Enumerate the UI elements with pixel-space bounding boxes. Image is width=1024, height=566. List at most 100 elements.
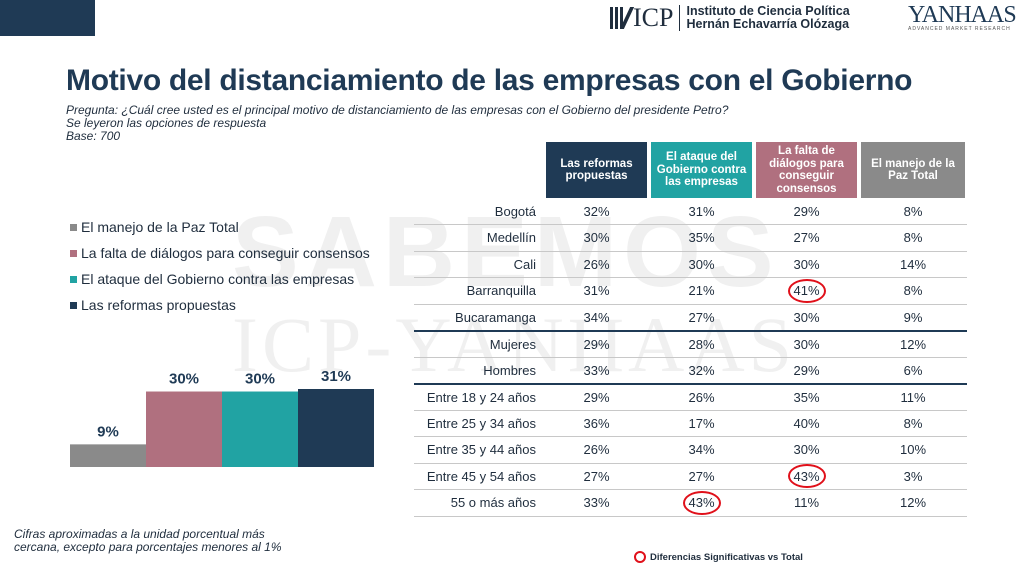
table-cell: 26%	[649, 382, 754, 411]
cell-value: 27%	[688, 468, 715, 484]
footnote-line1: Cifras aproximadas a la unidad porcentua…	[14, 527, 265, 541]
cell-value: 31%	[688, 203, 715, 219]
yanhaas-logo-text: YANHAAS	[908, 2, 1017, 28]
cell-value: 34%	[583, 309, 610, 325]
table-row: Cali 26% 30% 30% 14%	[414, 251, 967, 278]
significance-circle	[787, 278, 826, 303]
table-row: Barranquilla 31% 21% 41% 8%	[414, 277, 967, 305]
table-cell: 6%	[859, 357, 967, 384]
corner-block	[0, 0, 95, 36]
table-row: Mujeres 29% 28% 30% 12%	[414, 329, 967, 358]
table-header-row: Las reformas propuestas El ataque del Gob…	[414, 142, 969, 198]
significance-circle	[787, 464, 826, 489]
table-cell: 27%	[649, 304, 754, 331]
table-cell: 27%	[544, 463, 649, 490]
row-label: Mujeres	[414, 329, 544, 358]
legend-swatch	[70, 223, 77, 231]
legend-item: El ataque del Gobierno contra las empres…	[70, 266, 370, 292]
table-cell: 26%	[544, 436, 649, 464]
column-header: Las reformas propuestas	[542, 142, 651, 198]
cell-value: 11%	[793, 495, 820, 511]
cell-value: 8%	[903, 283, 923, 299]
significance-legend-text: Diferencias Significativas vs Total	[650, 551, 803, 563]
icp-bars-icon	[610, 7, 635, 29]
institute-name: Instituto de Ciencia Política Hernán Ech…	[686, 5, 849, 31]
legend-swatch	[70, 249, 77, 257]
chart-legend: El manejo de la Paz Total La falta de diá…	[70, 214, 370, 318]
legend-label: Las reformas propuestas	[81, 297, 236, 313]
legend-item: El manejo de la Paz Total	[70, 214, 370, 240]
table-cell: 21%	[649, 277, 754, 305]
cell-value: 35%	[688, 230, 715, 246]
cell-value: 32%	[583, 203, 610, 219]
cell-value: 30%	[793, 256, 820, 272]
column-header: La falta de diálogos para conseguir cons…	[752, 142, 861, 198]
cell-value: 14%	[899, 256, 927, 272]
cell-value: 6%	[903, 362, 923, 378]
table-cell: 41%	[754, 277, 859, 305]
table-cell: 12%	[859, 329, 967, 358]
crosstab-table: Las reformas propuestas El ataque del Gob…	[414, 142, 969, 517]
table-cell: 11%	[859, 382, 967, 411]
cell-value: 8%	[903, 203, 923, 219]
table-row: Entre 18 y 24 años 29% 26% 35% 11%	[414, 382, 967, 411]
question-block: Pregunta: ¿Cuál cree usted es el princip…	[66, 104, 728, 143]
cell-value: 32%	[688, 362, 715, 378]
cell-value: 11%	[900, 389, 926, 405]
cell-value: 29%	[793, 203, 820, 219]
table-cell: 29%	[754, 198, 859, 225]
cell-value: 30%	[793, 309, 820, 325]
column-header: El manejo de la Paz Total	[857, 142, 969, 198]
cell-value: 26%	[583, 442, 610, 458]
table-cell: 34%	[544, 304, 649, 331]
table-row: 55 o más años 33% 43% 11% 12%	[414, 489, 967, 517]
row-label: Cali	[414, 251, 544, 278]
cell-value: 29%	[793, 362, 820, 378]
bar-value-label: 30%	[245, 371, 275, 388]
table-cell: 29%	[544, 329, 649, 358]
table-cell: 3%	[859, 463, 967, 490]
table-cell: 30%	[649, 251, 754, 278]
significance-legend: Diferencias Significativas vs Total	[634, 551, 803, 563]
legend-item: La falta de diálogos para conseguir cons…	[70, 240, 370, 266]
table-row: Entre 25 y 34 años 36% 17% 40% 8%	[414, 410, 967, 437]
table-cell: 33%	[544, 489, 649, 517]
row-label: Bogotá	[414, 198, 544, 225]
table-cell: 9%	[859, 304, 967, 331]
circle-icon	[634, 551, 646, 563]
table-cell: 8%	[859, 198, 967, 225]
institute-line2: Hernán Echavarría Olózaga	[686, 17, 850, 31]
table-cell: 35%	[649, 224, 754, 252]
cell-value: 33%	[583, 362, 610, 378]
table-cell: 8%	[859, 277, 967, 305]
yanhaas-logo: YANHAAS ADVANCED MARKET RESEARCH	[908, 2, 1024, 36]
table-cell: 30%	[754, 436, 859, 464]
table-cell: 43%	[754, 463, 859, 490]
table-cell: 33%	[544, 357, 649, 384]
bar	[70, 444, 146, 467]
page-title: Motivo del distanciamiento de las empres…	[66, 64, 913, 97]
cell-value: 26%	[583, 256, 610, 272]
row-label: Medellín	[414, 224, 544, 252]
table-cell: 31%	[544, 277, 649, 305]
cell-value: 40%	[793, 415, 820, 431]
legend-label: El manejo de la Paz Total	[81, 219, 239, 235]
cell-value: 36%	[583, 415, 610, 431]
cell-value: 12%	[899, 336, 927, 352]
table-row: Hombres 33% 32% 29% 6%	[414, 357, 967, 384]
table-cell: 43%	[649, 489, 754, 517]
table-row: Medellín 30% 35% 27% 8%	[414, 224, 967, 252]
table-cell: 27%	[754, 224, 859, 252]
legend-label: El ataque del Gobierno contra las empres…	[81, 271, 355, 287]
cell-value: 21%	[688, 283, 715, 299]
table-cell: 17%	[649, 410, 754, 437]
table-cell: 29%	[544, 382, 649, 411]
cell-value: 35%	[793, 389, 820, 405]
institute-line1: Instituto de Ciencia Política	[686, 4, 850, 18]
legend-label: La falta de diálogos para conseguir cons…	[81, 245, 370, 261]
row-label: Barranquilla	[414, 277, 544, 305]
cell-value: 3%	[903, 468, 923, 484]
table-cell: 30%	[754, 251, 859, 278]
cell-value: 30%	[688, 256, 715, 272]
cell-value: 26%	[688, 389, 715, 405]
